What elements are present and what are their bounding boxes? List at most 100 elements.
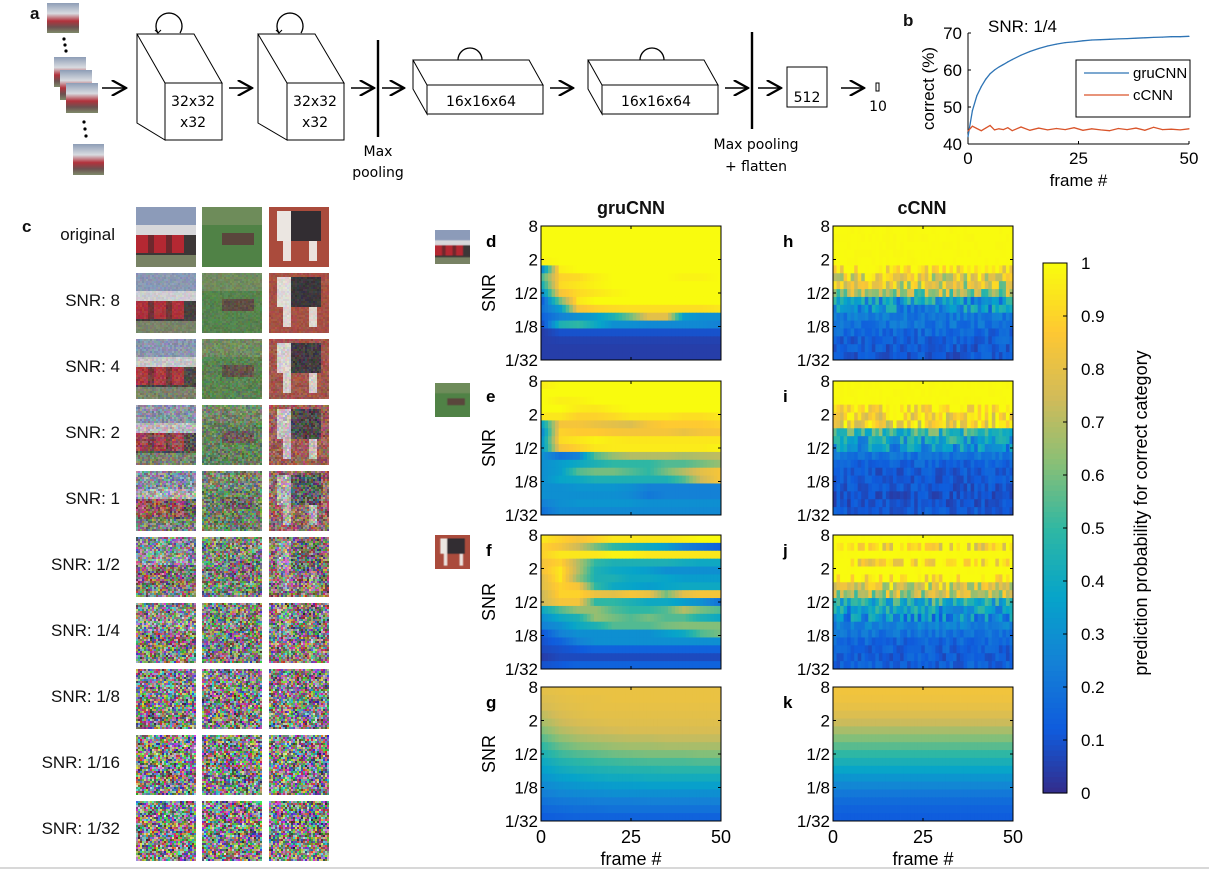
heatmap-cell bbox=[868, 257, 873, 266]
heatmap-cell bbox=[949, 328, 954, 337]
heatmap-cell bbox=[991, 420, 996, 429]
heatmap-cell bbox=[928, 420, 933, 429]
heatmap-cell bbox=[671, 296, 676, 306]
heatmap-cell bbox=[928, 396, 933, 406]
heatmap-cell bbox=[938, 312, 943, 321]
heatmap-cell bbox=[850, 289, 855, 298]
heatmap-cell bbox=[896, 241, 901, 251]
heatmap-cell bbox=[696, 420, 701, 429]
heatmap-cell bbox=[907, 281, 912, 290]
heatmap-cell bbox=[646, 507, 651, 516]
heatmap-cell bbox=[671, 265, 676, 274]
heatmap-cell bbox=[576, 773, 581, 782]
heatmap-cell bbox=[653, 483, 658, 492]
heatmap-cell bbox=[981, 352, 986, 361]
heatmap-cell bbox=[710, 273, 715, 282]
heatmap-cell bbox=[984, 420, 989, 429]
heatmap-cell bbox=[661, 304, 665, 314]
heatmap-cell bbox=[706, 396, 711, 406]
heatmap-cell bbox=[953, 289, 957, 298]
heatmap-cell bbox=[611, 312, 616, 321]
heatmap-cell bbox=[917, 320, 922, 329]
heatmap-cell bbox=[706, 289, 711, 298]
heatmap-cell bbox=[583, 718, 588, 727]
heatmap-cell bbox=[548, 507, 552, 516]
heatmap-cell bbox=[555, 694, 560, 704]
heatmap-cell bbox=[675, 718, 680, 727]
heatmap-cell bbox=[597, 467, 602, 476]
heatmap-cell bbox=[586, 265, 591, 274]
heatmap-cell bbox=[583, 289, 588, 298]
heatmap-cell bbox=[699, 742, 704, 751]
y-tick-label: 8 bbox=[529, 217, 538, 236]
heatmap-cell bbox=[675, 491, 680, 500]
heatmap-cell bbox=[833, 257, 837, 266]
heatmap-cell bbox=[593, 404, 598, 413]
heatmap-cell bbox=[625, 281, 630, 290]
heatmap-cell bbox=[678, 296, 683, 306]
heatmap-cell bbox=[576, 412, 581, 421]
heatmap-cell bbox=[541, 535, 545, 544]
heatmap-cell bbox=[699, 491, 704, 500]
heatmap-cell bbox=[668, 742, 672, 751]
heatmap-cell bbox=[583, 621, 588, 630]
y-tick-label: 1/32 bbox=[505, 506, 538, 525]
heatmap-cell bbox=[601, 304, 605, 314]
data-point-cCNN bbox=[1179, 129, 1181, 131]
heatmap-cell bbox=[618, 289, 623, 298]
heatmap-cell bbox=[840, 328, 844, 337]
heatmap-cell bbox=[685, 574, 690, 583]
heatmap-cell bbox=[569, 558, 574, 567]
heatmap-cell bbox=[643, 734, 648, 743]
heatmap-cell bbox=[643, 420, 648, 429]
heatmap-cell bbox=[615, 645, 620, 654]
heatmap-cell bbox=[977, 352, 982, 361]
heatmap-cell bbox=[622, 653, 627, 662]
heatmap-cell bbox=[675, 797, 680, 806]
heatmap-cell bbox=[601, 750, 605, 759]
heatmap-cell bbox=[548, 388, 552, 398]
heatmap-cell bbox=[632, 491, 637, 500]
heatmap-cell bbox=[629, 718, 634, 727]
heatmap-cell bbox=[717, 550, 722, 560]
heatmap-cell bbox=[914, 312, 919, 321]
heatmap-cell bbox=[710, 404, 715, 413]
heatmap-cell bbox=[625, 710, 630, 719]
heatmap-cell bbox=[914, 273, 919, 282]
heatmap-cell bbox=[593, 412, 598, 421]
heatmap-cell bbox=[639, 352, 644, 361]
heatmap-cell bbox=[604, 574, 609, 583]
heatmap-cell bbox=[974, 273, 979, 282]
heatmap-cell bbox=[597, 436, 602, 445]
heatmap-cell bbox=[657, 467, 662, 476]
heatmap-cell bbox=[583, 444, 588, 453]
heatmap-cell bbox=[696, 241, 701, 251]
heatmap-cell bbox=[864, 281, 869, 290]
heatmap-cell bbox=[1002, 388, 1007, 398]
heatmap-cell bbox=[625, 813, 630, 822]
heatmap-cell bbox=[991, 381, 996, 390]
heatmap-cell bbox=[615, 265, 620, 274]
heatmap-cell bbox=[678, 444, 683, 453]
heatmap-cell bbox=[689, 757, 694, 767]
heatmap-cell bbox=[675, 289, 680, 298]
heatmap-cell bbox=[963, 352, 968, 361]
heatmap-cell bbox=[713, 381, 718, 390]
panel-label-a: a bbox=[30, 4, 40, 23]
heatmap-cell bbox=[668, 590, 672, 599]
heatmap-cell bbox=[650, 483, 655, 492]
heatmap-cell bbox=[998, 388, 1003, 398]
heatmap-cell bbox=[981, 281, 986, 290]
heatmap-cell bbox=[646, 226, 651, 235]
heatmap-cell bbox=[692, 249, 697, 258]
heatmap-cell bbox=[541, 265, 545, 274]
heatmap-cell bbox=[910, 396, 915, 406]
heatmap-cell bbox=[565, 483, 570, 492]
heatmap-cell bbox=[685, 281, 690, 290]
heatmap-cell bbox=[593, 718, 598, 727]
heatmap-cell bbox=[636, 789, 641, 798]
heatmap-cell bbox=[586, 226, 591, 235]
heatmap-cell bbox=[615, 598, 620, 607]
heatmap-cell bbox=[569, 491, 574, 500]
